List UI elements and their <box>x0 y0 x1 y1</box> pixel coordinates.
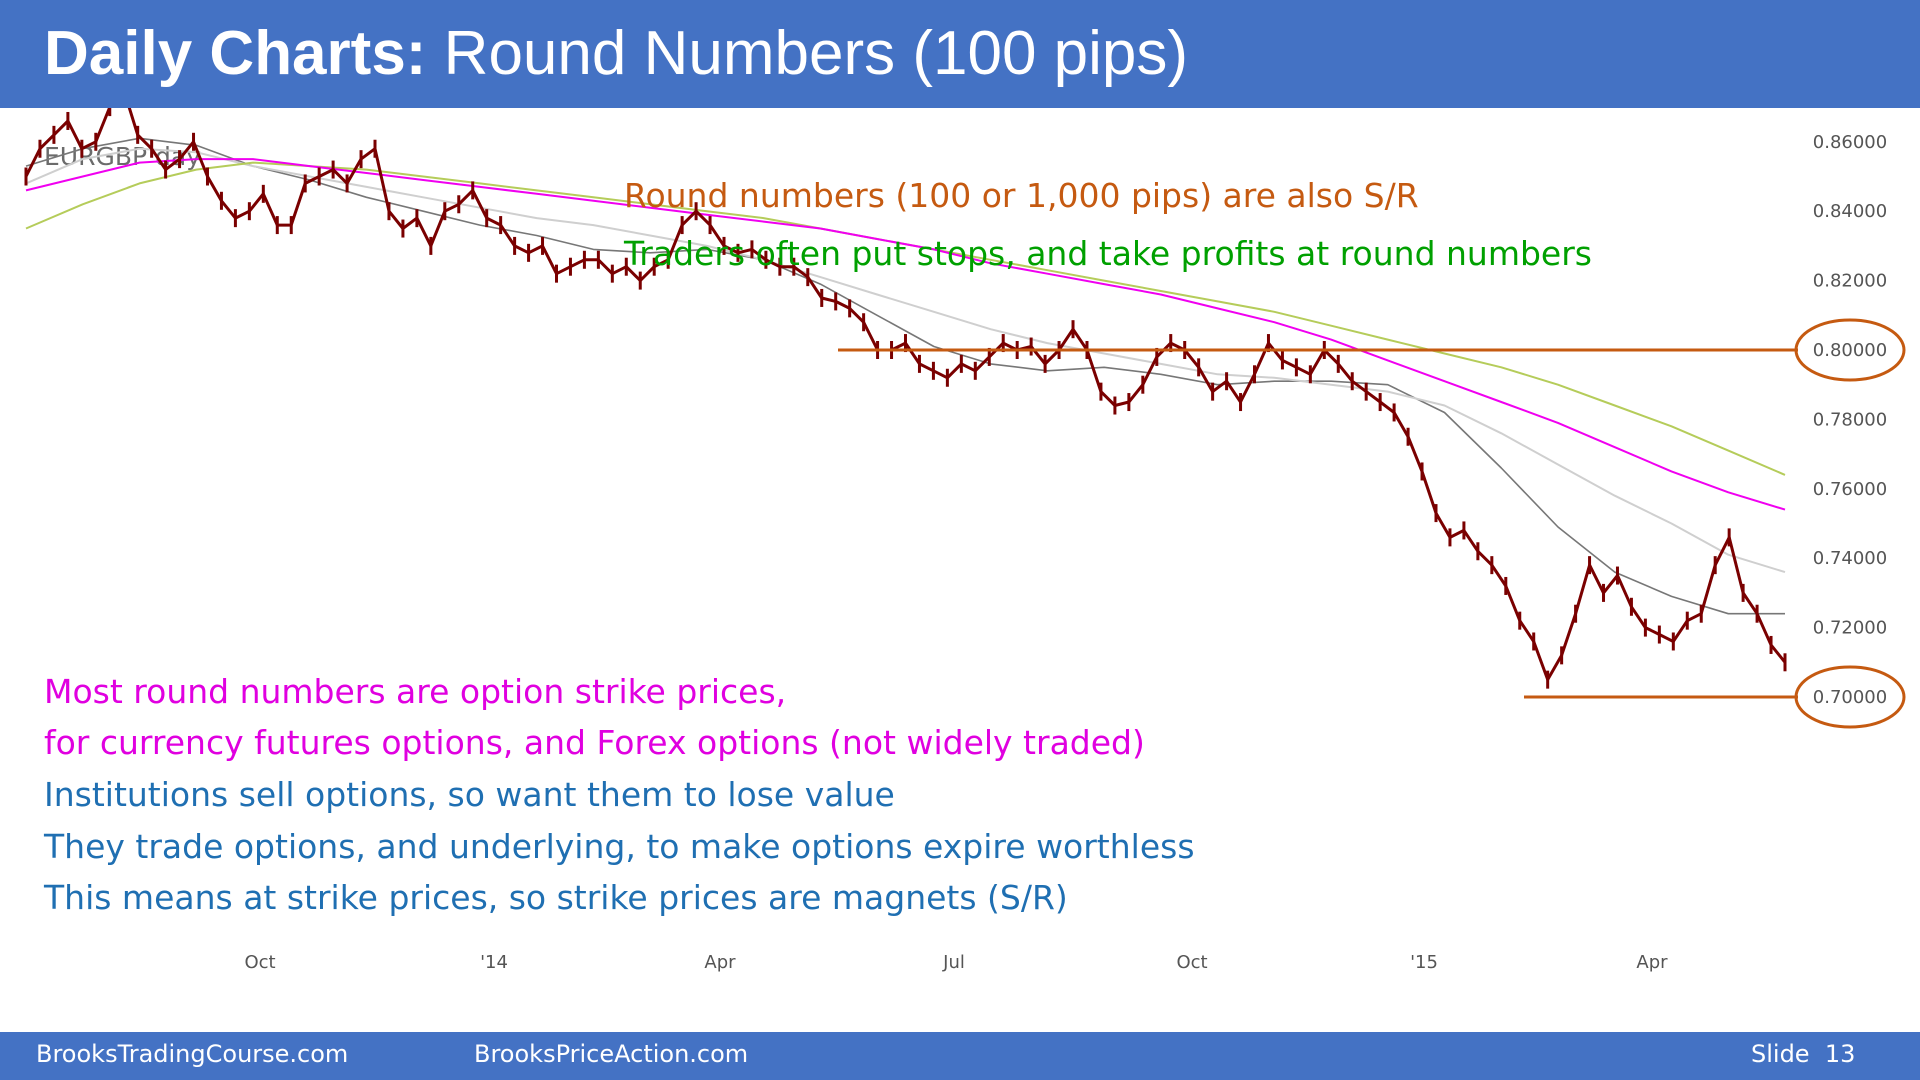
slide-number: Slide 13 <box>1751 1040 1856 1068</box>
y-tick-label: 0.84000 <box>1813 201 1887 222</box>
slide-title-rest: Round Numbers (100 pips) <box>426 19 1189 88</box>
x-tick-label: Jul <box>942 952 965 973</box>
y-tick-label: 0.86000 <box>1813 132 1887 153</box>
note-expire-worthless: They trade options, and underlying, to m… <box>44 827 1195 866</box>
x-tick-label: '14 <box>480 952 508 973</box>
y-tick-label: 0.78000 <box>1813 409 1887 430</box>
y-tick-label: 0.82000 <box>1813 271 1887 292</box>
note-magnets: This means at strike prices, so strike p… <box>44 878 1068 917</box>
note-option-strikes: Most round numbers are option strike pri… <box>44 672 787 711</box>
note-traders-stops: Traders often put stops, and take profit… <box>624 234 1592 273</box>
slide-header: Daily Charts: Round Numbers (100 pips) <box>0 0 1920 108</box>
x-tick-label: Oct <box>1176 952 1207 973</box>
price-chart: 0.880000.860000.840000.820000.800000.780… <box>24 108 1906 973</box>
slide-title: Daily Charts: Round Numbers (100 pips) <box>44 14 1188 94</box>
y-tick-label: 0.70000 <box>1813 687 1887 708</box>
y-tick-label: 0.80000 <box>1813 340 1887 361</box>
x-tick-label: Oct <box>244 952 275 973</box>
slide-title-bold: Daily Charts: <box>44 19 427 88</box>
y-tick-label: 0.72000 <box>1813 618 1887 639</box>
slide-footer: BrooksTradingCourse.com BrooksPriceActio… <box>0 1032 1920 1080</box>
y-tick-label: 0.76000 <box>1813 479 1887 500</box>
y-tick-label: 0.74000 <box>1813 548 1887 569</box>
footer-site-brookspriceaction: BrooksPriceAction.com <box>474 1040 749 1068</box>
x-tick-label: Apr <box>704 952 736 973</box>
note-institutions: Institutions sell options, so want them … <box>44 775 895 814</box>
note-currency-options: for currency futures options, and Forex … <box>44 723 1145 762</box>
footer-site-brookstradingcourse: BrooksTradingCourse.com <box>36 1040 349 1068</box>
note-round-numbers: Round numbers (100 or 1,000 pips) are al… <box>624 176 1419 215</box>
moving-average-magenta <box>25 158 1786 511</box>
x-tick-label: Apr <box>1636 952 1668 973</box>
x-tick-label: '15 <box>1410 952 1438 973</box>
